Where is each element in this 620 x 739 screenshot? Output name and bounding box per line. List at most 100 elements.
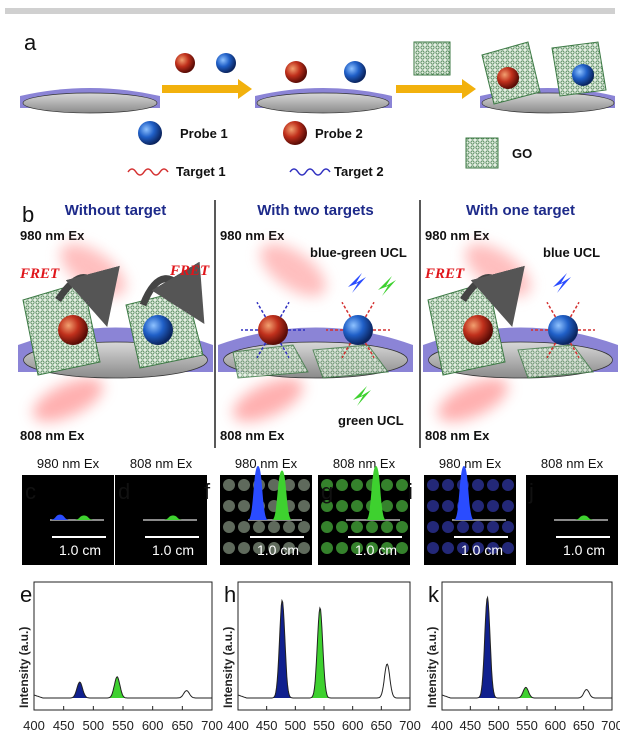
well	[442, 479, 454, 491]
dna-strand	[571, 302, 580, 317]
excitation-label: 808 nm Ex	[130, 456, 193, 471]
x-tick-label: 550	[516, 718, 538, 733]
x-tick-label: 700	[201, 718, 223, 733]
well	[223, 521, 235, 533]
ucl-label: blue UCL	[543, 245, 600, 260]
panel-label: i	[408, 479, 413, 504]
y-axis-label: Intensity (a.u.)	[221, 627, 235, 708]
legend-label: GO	[512, 146, 532, 161]
x-tick-label: 550	[313, 718, 335, 733]
beam	[27, 369, 109, 430]
column-title: With one target	[466, 202, 575, 219]
spectrum-line	[34, 677, 212, 698]
well	[336, 500, 348, 512]
column-title: Without target	[65, 202, 167, 219]
panel-label: e	[20, 582, 32, 607]
probe-2	[58, 315, 88, 345]
x-tick-label: 650	[573, 718, 595, 733]
well	[238, 500, 250, 512]
spectrum-line	[442, 598, 612, 699]
x-tick-label: 400	[227, 718, 249, 733]
x-tick-label: 500	[488, 718, 510, 733]
well	[381, 500, 393, 512]
well	[336, 521, 348, 533]
probe-2	[463, 315, 493, 345]
probe-1	[548, 315, 578, 345]
emission-bolt	[378, 276, 396, 296]
fret-label: FRET	[169, 263, 210, 279]
dna-strand	[281, 302, 290, 317]
well	[381, 479, 393, 491]
top-bar	[5, 8, 615, 14]
scale-label: 1.0 cm	[563, 542, 605, 558]
panel-label: c	[25, 479, 36, 504]
well	[268, 521, 280, 533]
well	[366, 521, 378, 533]
well	[298, 542, 310, 554]
dna-strand	[547, 302, 556, 317]
ucl-label: blue-green UCL	[310, 245, 407, 260]
probe-1	[143, 315, 173, 345]
well	[396, 500, 408, 512]
well	[336, 479, 348, 491]
panel-label: j	[528, 479, 534, 504]
panel-label: k	[428, 582, 440, 607]
excitation-label: 808 nm Ex	[541, 456, 604, 471]
x-tick-label: 400	[431, 718, 453, 733]
emission-bolt	[353, 386, 371, 406]
well	[487, 479, 499, 491]
dna-strand	[342, 302, 351, 317]
dna-strand	[257, 302, 266, 317]
panel-label: h	[224, 582, 236, 607]
well	[381, 521, 393, 533]
x-tick-label: 650	[171, 718, 193, 733]
well	[502, 521, 514, 533]
photo-row: 980 nm Ex1.0 cmc808 nm Ex1.0 cmd980 nm E…	[22, 456, 618, 565]
well	[396, 521, 408, 533]
x-tick-label: 450	[256, 718, 278, 733]
y-axis-label: Intensity (a.u.)	[17, 627, 31, 708]
emission-bolt	[348, 273, 366, 293]
well	[472, 479, 484, 491]
excitation-label: 980 nm Ex	[20, 228, 85, 243]
x-tick-label: 600	[342, 718, 364, 733]
well	[253, 521, 265, 533]
scale-label: 1.0 cm	[152, 542, 194, 558]
well	[427, 542, 439, 554]
excitation-label: 980 nm Ex	[235, 456, 298, 471]
well	[336, 542, 348, 554]
well	[238, 479, 250, 491]
well	[472, 500, 484, 512]
figure: a Probe 1 Probe 2 Target 1 Target 2 GO b…	[0, 0, 620, 739]
well	[396, 479, 408, 491]
well	[502, 500, 514, 512]
well	[298, 521, 310, 533]
well	[298, 479, 310, 491]
panel-label: f	[204, 479, 211, 504]
emission-peak	[308, 609, 331, 698]
column-title: With two targets	[257, 202, 374, 219]
well	[427, 500, 439, 512]
scale-label: 1.0 cm	[257, 542, 299, 558]
well	[427, 521, 439, 533]
excitation-label: 980 nm Ex	[37, 456, 100, 471]
x-tick-label: 550	[112, 718, 134, 733]
dna-strand	[366, 302, 375, 317]
beam	[227, 369, 309, 430]
emission-bolt	[553, 273, 571, 293]
beam	[432, 369, 514, 430]
x-tick-label: 700	[601, 718, 620, 733]
excitation-label: 808 nm Ex	[220, 428, 285, 443]
legend-label: Target 2	[334, 164, 384, 179]
emission-peak	[270, 601, 293, 698]
excitation-label: 808 nm Ex	[333, 456, 396, 471]
well	[396, 542, 408, 554]
scale-label: 1.0 cm	[59, 542, 101, 558]
well	[502, 542, 514, 554]
well	[321, 521, 333, 533]
emission-peak	[476, 598, 499, 698]
x-tick-label: 600	[544, 718, 566, 733]
x-tick-label: 500	[284, 718, 306, 733]
well	[238, 521, 250, 533]
